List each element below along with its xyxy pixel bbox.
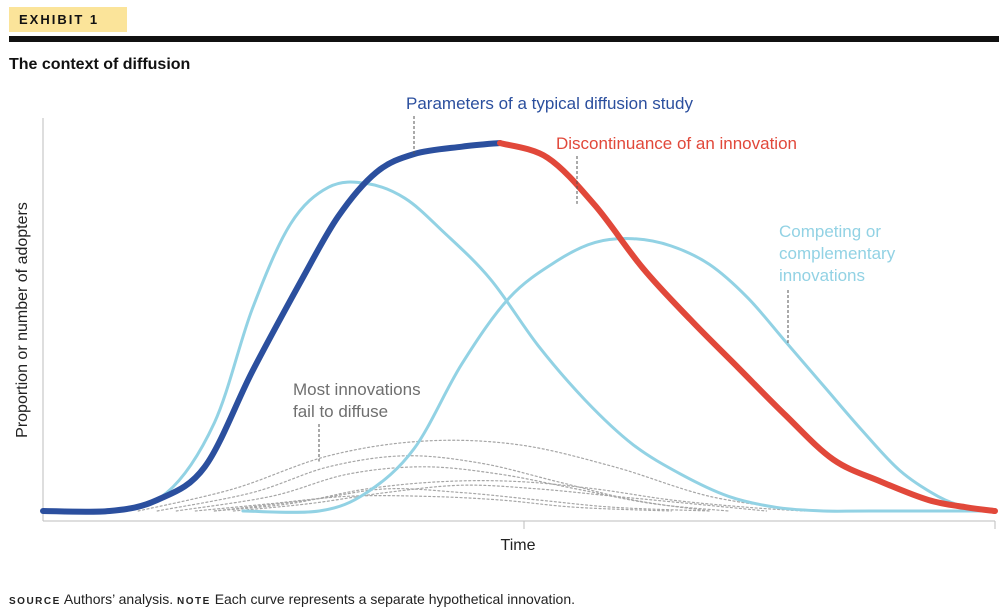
chart-title: The context of diffusion xyxy=(9,56,191,73)
annotation-fail-line-2: fail to diffuse xyxy=(293,402,388,421)
annotation-competing-line-3: innovations xyxy=(779,266,865,285)
failed-innovation-curve-2 xyxy=(156,455,710,512)
failed-innovation-curve-1 xyxy=(137,439,806,512)
annotation-typical-line-1: Parameters of a typical diffusion study xyxy=(406,94,693,113)
note-text: Each curve represents a separate hypothe… xyxy=(214,591,576,607)
source-label: SOURCE xyxy=(9,596,61,607)
annotation-discontinuance-line-1: Discontinuance of an innovation xyxy=(556,134,797,153)
failed-innovation-curve-6 xyxy=(194,495,672,512)
exhibit-label: EXHIBIT 1 xyxy=(9,7,127,32)
x-axis-label: Time xyxy=(501,537,536,554)
header-rule xyxy=(9,36,999,42)
failed-innovation-curve-3 xyxy=(175,466,729,512)
competing-innovation-curve-1 xyxy=(41,180,997,514)
failed-innovation-curve-7 xyxy=(213,488,710,512)
competing-innovation-curve-2 xyxy=(241,237,997,514)
discontinuance-curve xyxy=(497,140,998,514)
note-label: NOTE xyxy=(177,596,211,607)
diffusion-chart: Parameters of a typical diffusion study D… xyxy=(14,94,998,554)
annotation-fail-line-1: Most innovations xyxy=(293,380,421,399)
failed-innovation-curve-5 xyxy=(232,484,768,512)
diffusion-curve-rise xyxy=(40,140,503,515)
footer-note: SOURCE Authors’ analysis. NOTE Each curv… xyxy=(9,591,575,607)
source-text: Authors’ analysis. xyxy=(63,591,174,607)
y-axis-label: Proportion or number of adopters xyxy=(14,202,31,438)
annotation-competing-line-2: complementary xyxy=(779,244,896,263)
annotation-competing-line-1: Competing or xyxy=(779,222,881,241)
failed-innovation-curve-4 xyxy=(213,480,806,512)
